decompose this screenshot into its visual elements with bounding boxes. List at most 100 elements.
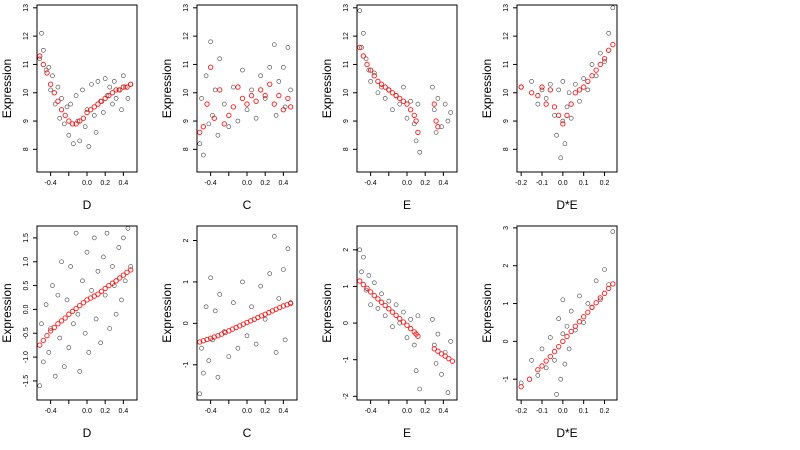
scatter-panel-8: -0.2 -0.1 0.0 0.1 0.2 -1 0 1 2 3 D*E Expression bbox=[480, 225, 618, 440]
fitted-point bbox=[560, 121, 566, 127]
data-point bbox=[107, 326, 113, 331]
fitted-point bbox=[589, 73, 595, 79]
plot-frame bbox=[516, 225, 618, 401]
data-point bbox=[39, 31, 44, 36]
fitted-point bbox=[435, 348, 441, 354]
data-point bbox=[48, 87, 53, 93]
data-point bbox=[217, 56, 223, 62]
data-point bbox=[84, 249, 90, 255]
data-point bbox=[57, 115, 63, 121]
fitted-point bbox=[204, 101, 210, 107]
data-point bbox=[110, 101, 115, 107]
y-tick-label: 3 bbox=[503, 226, 510, 230]
data-point bbox=[552, 113, 557, 118]
data-point bbox=[417, 386, 423, 392]
data-point bbox=[448, 110, 453, 115]
y-tick-label: 13 bbox=[23, 4, 30, 12]
data-point bbox=[119, 297, 124, 303]
data-point bbox=[585, 301, 591, 306]
data-point bbox=[357, 8, 363, 13]
y-axis-title: Expression bbox=[160, 283, 174, 342]
x-tick-label: 0.0 bbox=[402, 180, 412, 187]
data-point bbox=[285, 246, 291, 252]
data-point bbox=[548, 335, 553, 340]
fitted-point bbox=[585, 309, 591, 315]
x-axis-title: D bbox=[83, 426, 92, 440]
fitted-point bbox=[106, 282, 112, 289]
data-point bbox=[203, 73, 209, 79]
fitted-point bbox=[109, 90, 116, 96]
x-tick-label: 0.0 bbox=[558, 180, 568, 187]
data-point bbox=[439, 372, 444, 377]
data-point bbox=[199, 96, 204, 101]
x-axis-title: D bbox=[83, 198, 92, 212]
data-point bbox=[382, 96, 388, 101]
fitted-point bbox=[560, 338, 566, 345]
fitted-point bbox=[435, 124, 441, 130]
data-point bbox=[375, 90, 381, 96]
fitted-point bbox=[73, 121, 79, 127]
y-tick-label: 11 bbox=[503, 61, 510, 68]
y-tick-label: 11 bbox=[183, 61, 190, 68]
observed-series bbox=[357, 8, 453, 155]
data-point bbox=[568, 308, 574, 314]
plot-frame bbox=[196, 4, 298, 173]
data-point bbox=[552, 357, 557, 363]
fitted-point bbox=[58, 318, 65, 324]
x-tick-label: -0.1 bbox=[536, 180, 548, 187]
fitted-point bbox=[539, 84, 545, 90]
data-point bbox=[52, 373, 58, 379]
fitted-series bbox=[197, 300, 294, 345]
fitted-series bbox=[357, 44, 441, 136]
fitted-point bbox=[120, 272, 127, 278]
data-point bbox=[564, 104, 570, 110]
y-tick-label: 10 bbox=[503, 89, 510, 97]
data-point bbox=[203, 304, 209, 310]
data-point bbox=[554, 132, 559, 138]
y-tick-label: 8 bbox=[183, 147, 190, 151]
data-point bbox=[212, 87, 218, 93]
data-point bbox=[566, 346, 572, 352]
data-point bbox=[89, 81, 94, 87]
fitted-point bbox=[113, 87, 119, 93]
data-point bbox=[379, 84, 384, 90]
data-point bbox=[95, 79, 101, 84]
data-point bbox=[433, 130, 439, 135]
x-tick-label: -0.2 bbox=[515, 180, 527, 187]
data-point bbox=[435, 331, 441, 337]
data-point bbox=[197, 141, 203, 146]
fitted-point bbox=[69, 121, 76, 127]
data-point bbox=[589, 62, 595, 67]
data-point bbox=[401, 84, 406, 90]
fitted-point bbox=[55, 98, 61, 104]
y-tick-label: -1 bbox=[503, 376, 510, 382]
fitted-point bbox=[44, 70, 50, 76]
data-point bbox=[43, 302, 49, 307]
fitted-point bbox=[393, 312, 399, 319]
fitted-point bbox=[124, 84, 130, 90]
x-tick-label: 0.2 bbox=[100, 408, 110, 415]
fitted-point bbox=[382, 84, 388, 90]
data-point bbox=[562, 361, 568, 367]
fitted-point bbox=[404, 322, 410, 328]
data-point bbox=[59, 259, 64, 265]
data-point bbox=[448, 339, 453, 344]
data-point bbox=[408, 317, 413, 322]
data-point bbox=[110, 264, 115, 269]
x-axis-title: C bbox=[243, 198, 252, 212]
data-point bbox=[357, 247, 363, 253]
fitted-point bbox=[87, 107, 94, 113]
data-point bbox=[581, 320, 586, 325]
data-point bbox=[231, 84, 236, 90]
fitted-point bbox=[253, 98, 259, 104]
fitted-point bbox=[230, 104, 237, 110]
fitted-point bbox=[375, 296, 381, 302]
fitted-point bbox=[73, 305, 79, 312]
fitted-point bbox=[44, 332, 50, 339]
data-point bbox=[215, 374, 221, 380]
x-tick-label: -0.4 bbox=[45, 408, 57, 415]
x-axis-title: E bbox=[403, 426, 411, 440]
fitted-point bbox=[597, 61, 603, 68]
fitted-point bbox=[360, 281, 367, 288]
